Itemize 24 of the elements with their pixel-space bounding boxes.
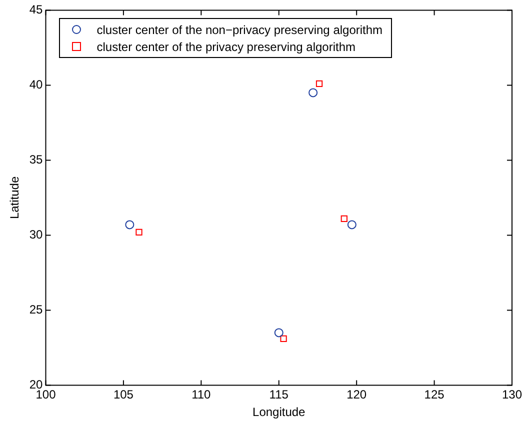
y-axis-title: Latitude — [8, 176, 22, 220]
point — [316, 80, 323, 88]
x-tick-label: 130 — [502, 388, 522, 402]
point — [125, 220, 134, 230]
point — [136, 228, 142, 236]
point — [347, 220, 356, 230]
x-tick-label: 105 — [113, 388, 134, 402]
x-tick-label: 115 — [269, 388, 289, 402]
point — [308, 88, 318, 98]
y-tick-label: 25 — [29, 302, 44, 317]
legend-label: cluster center of the privacy preserving algorithm — [96, 40, 356, 54]
x-axis-title: Longitude — [252, 405, 306, 420]
y-tick-label: 35 — [29, 152, 44, 167]
point — [280, 335, 287, 342]
point — [274, 328, 284, 338]
y-tick-label: 40 — [29, 78, 44, 92]
x-tick-label: 100 — [36, 388, 56, 402]
x-tick-label: 110 — [192, 388, 212, 402]
legend-label: cluster center of the non−privacy preserving algorithm — [96, 22, 383, 37]
point — [340, 215, 348, 222]
y-tick-label: 45 — [29, 2, 44, 17]
y-tick-label: 30 — [29, 228, 44, 242]
x-tick-label: 125 — [424, 388, 445, 402]
x-tick-label: 120 — [346, 388, 367, 402]
